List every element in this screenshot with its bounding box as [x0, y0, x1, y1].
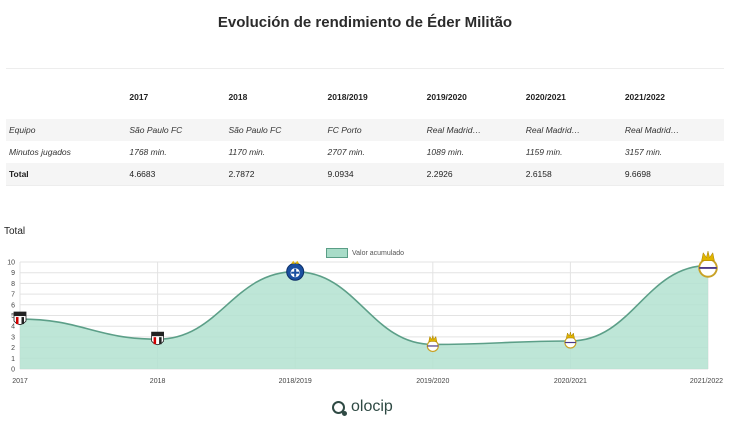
y-tick-label: 1: [11, 356, 15, 363]
y-tick-label: 0: [11, 367, 15, 374]
x-tick-label: 2021/2022: [690, 378, 723, 385]
y-tick-label: 8: [11, 281, 15, 288]
crest-crown: [566, 332, 574, 338]
crest-cross: [291, 272, 299, 274]
crest-crown: [702, 251, 715, 261]
x-tick-label: 2018/2019: [279, 378, 312, 385]
crest-stripe: [159, 337, 162, 344]
real-madrid-crest-icon: [427, 335, 438, 351]
x-tick-label: 2020/2021: [554, 378, 587, 385]
crest-band: [14, 312, 26, 316]
y-tick-label: 2: [11, 345, 15, 352]
y-tick-label: 3: [11, 334, 15, 341]
y-tick-label: 9: [11, 270, 15, 277]
crest-stripe: [22, 317, 25, 324]
y-tick-label: 10: [7, 260, 15, 267]
crest-band: [152, 332, 164, 336]
olocip-logo-icon: [332, 401, 345, 414]
brand-name: olocip: [351, 398, 393, 416]
real-madrid-crest-icon: [699, 251, 717, 277]
sao-paulo-crest-icon: [152, 332, 164, 345]
x-tick-label: 2017: [12, 378, 28, 385]
real-madrid-crest-icon: [565, 332, 576, 348]
y-tick-label: 7: [11, 292, 15, 299]
y-tick-label: 6: [11, 302, 15, 309]
crest-stripe: [16, 317, 19, 324]
x-tick-label: 2018: [150, 378, 166, 385]
brand-logo: olocip: [332, 398, 393, 416]
sao-paulo-crest-icon: [14, 312, 26, 325]
porto-crest-icon: [287, 261, 304, 281]
crest-crown: [429, 335, 437, 341]
series-area: [20, 266, 708, 369]
chart-area: [20, 266, 708, 369]
x-tick-label: 2019/2020: [416, 378, 449, 385]
crest-stripe: [154, 337, 157, 344]
y-tick-label: 4: [11, 324, 15, 331]
